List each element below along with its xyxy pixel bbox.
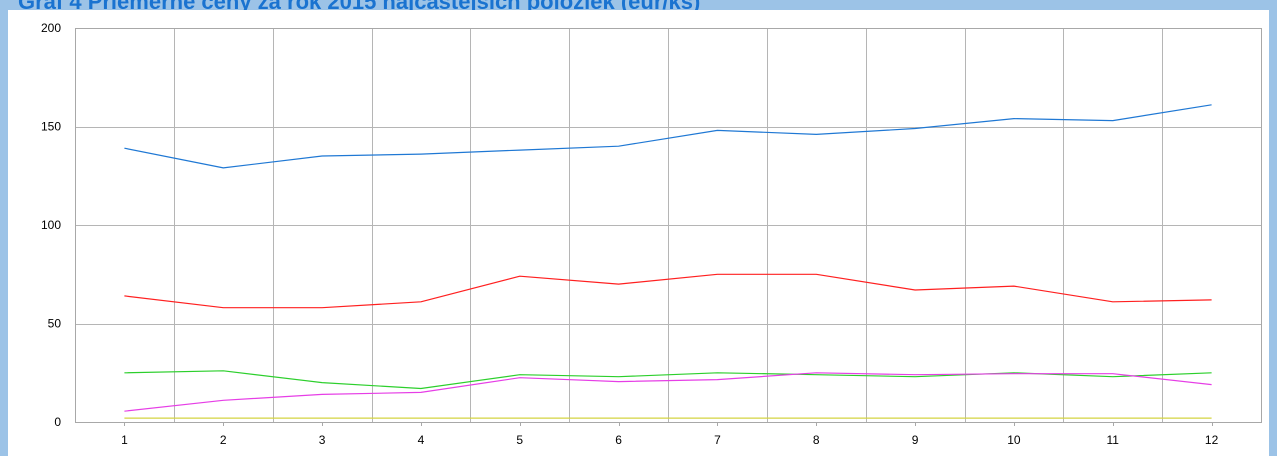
x-tick-label: 10 <box>1007 433 1021 447</box>
chart-panel: 0 50 100 150 200 1 2 3 4 5 6 7 8 9 10 11 12 <box>8 10 1269 456</box>
plot-border <box>75 28 1262 423</box>
series-line-2 <box>124 273 1212 309</box>
x-tick-label: 2 <box>220 433 227 447</box>
x-tick-label: 3 <box>319 433 326 447</box>
x-tick-label: 1 <box>121 433 128 447</box>
y-tick-label: 0 <box>54 415 61 429</box>
x-tick-label: 9 <box>912 433 919 447</box>
x-tick-label: 12 <box>1205 433 1219 447</box>
y-tick-label: 150 <box>41 120 61 134</box>
y-tick-label: 100 <box>41 218 61 232</box>
x-tick-label: 6 <box>615 433 622 447</box>
x-tick-label: 4 <box>418 433 425 447</box>
x-tick-label: 11 <box>1107 433 1120 447</box>
series-line-1 <box>124 104 1212 169</box>
series-line-4 <box>124 372 1212 412</box>
x-tick-label: 5 <box>516 433 523 447</box>
y-tick-label: 50 <box>48 317 62 331</box>
x-tick-label: 7 <box>714 433 721 447</box>
y-tick-label: 200 <box>41 21 61 35</box>
x-tick-label: 8 <box>813 433 820 447</box>
